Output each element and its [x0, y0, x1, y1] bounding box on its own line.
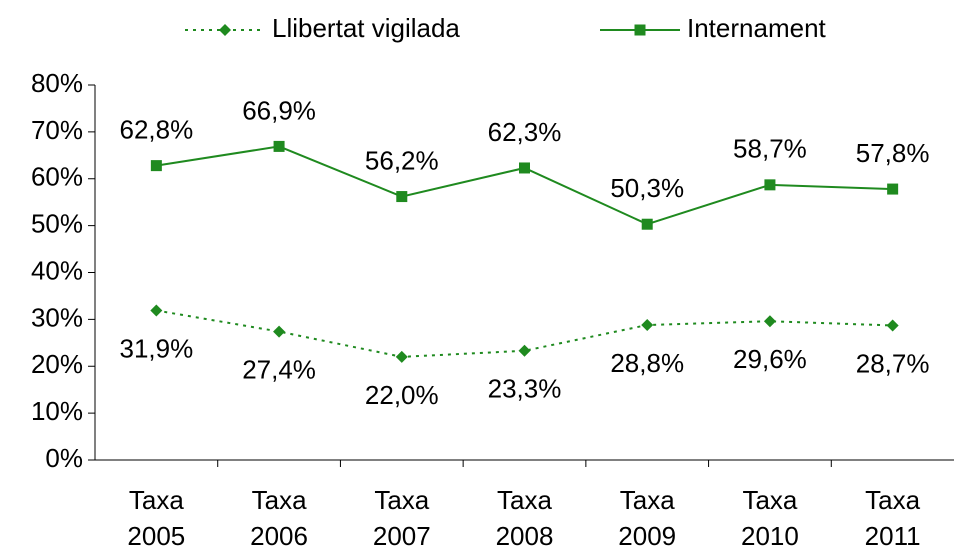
y-tick-label: 60%	[31, 162, 83, 192]
point-marker	[396, 191, 408, 203]
x-tick-label: Taxa 2010	[741, 485, 799, 551]
x-tick-label: Taxa 2008	[496, 485, 554, 551]
y-tick-label: 70%	[31, 115, 83, 145]
data-label: 28,8%	[610, 348, 684, 378]
legend-label: Llibertat vigilada	[272, 13, 460, 43]
y-tick-label: 10%	[31, 396, 83, 426]
y-tick-label: 80%	[31, 68, 83, 98]
y-tick-label: 0%	[45, 443, 83, 473]
data-label: 23,3%	[488, 374, 562, 404]
point-marker	[150, 304, 163, 317]
data-label: 57,8%	[856, 138, 930, 168]
point-marker	[150, 160, 162, 172]
data-label: 29,6%	[733, 344, 807, 374]
point-marker	[887, 183, 899, 195]
data-label: 66,9%	[242, 95, 316, 125]
point-marker	[886, 319, 899, 332]
data-label: 28,7%	[856, 348, 930, 378]
data-label: 22,0%	[365, 380, 439, 410]
y-tick-label: 50%	[31, 209, 83, 239]
x-tick-label: Taxa 2009	[618, 485, 676, 551]
x-tick-label: Taxa 2011	[865, 485, 921, 551]
point-marker	[641, 319, 654, 331]
legend-marker	[634, 24, 646, 36]
point-marker	[395, 350, 408, 363]
x-tick-label: Taxa 2007	[373, 485, 431, 551]
data-label: 56,2%	[365, 145, 439, 175]
data-label: 58,7%	[733, 134, 807, 164]
data-label: 50,3%	[610, 173, 684, 203]
legend-label: Internament	[687, 13, 827, 43]
x-tick-label: Taxa 2006	[250, 485, 308, 551]
point-marker	[763, 315, 776, 328]
y-tick-label: 20%	[31, 349, 83, 379]
point-marker	[519, 162, 530, 174]
point-marker	[641, 218, 653, 230]
data-label: 62,3%	[488, 117, 562, 147]
data-label: 27,4%	[242, 354, 316, 384]
y-tick-label: 40%	[31, 255, 83, 285]
point-marker	[518, 344, 531, 357]
point-marker	[764, 179, 776, 191]
point-marker	[273, 325, 286, 338]
point-marker	[273, 140, 285, 152]
y-tick-label: 30%	[31, 302, 83, 332]
data-label: 31,9%	[119, 333, 193, 363]
data-label: 62,8%	[119, 115, 193, 145]
x-tick-label: Taxa 2005	[127, 485, 185, 551]
legend-marker	[219, 24, 231, 36]
